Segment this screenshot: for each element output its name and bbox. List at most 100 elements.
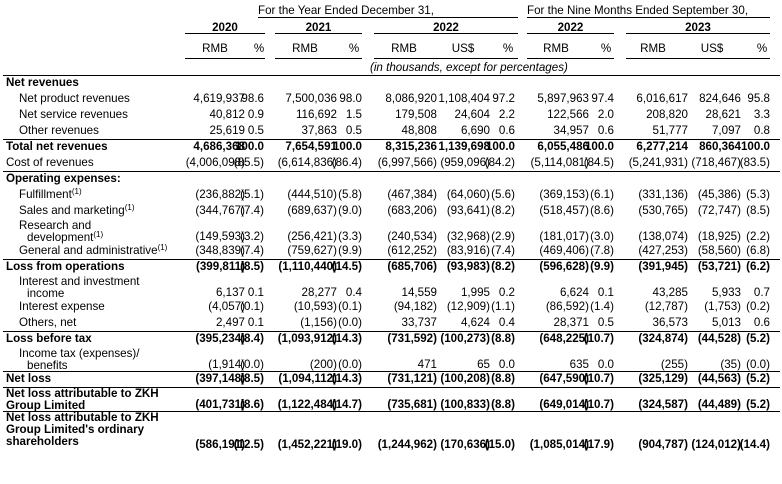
row-rule xyxy=(3,171,780,172)
table-cell: 208,820 xyxy=(646,108,688,121)
row-label-text: Other revenues xyxy=(19,124,99,137)
table-cell: (731,121) xyxy=(387,372,437,385)
row-label-line: General and administrative(1) xyxy=(19,244,167,258)
row-label: Loss from operations xyxy=(6,260,125,273)
row-label-text: Cost of revenues xyxy=(6,156,94,169)
row-label-text: Sales and marketing xyxy=(19,204,125,217)
table-cell: 40,812 xyxy=(209,108,245,121)
table-cell: 0.2 xyxy=(498,286,515,299)
table-cell: (759,627) xyxy=(287,244,337,257)
table-cell: (324,874) xyxy=(638,332,688,345)
header-year: 2022 xyxy=(433,21,459,34)
table-cell: (7.8) xyxy=(590,244,614,257)
row-label-line: shareholders xyxy=(6,436,159,448)
table-cell: (5.2) xyxy=(746,372,770,385)
table-cell: 6,277,214 xyxy=(636,140,688,153)
table-cell: (84.5) xyxy=(583,156,614,169)
row-label-text: Group Limited xyxy=(6,399,86,412)
row-label-line: Fulfillment(1) xyxy=(19,188,82,202)
row-label-text: Research and xyxy=(19,219,92,232)
row-label-text: Net loss attributable to ZKH xyxy=(6,387,159,400)
row-label: Total net revenues xyxy=(6,140,108,153)
table-cell: (586,191) xyxy=(195,438,245,451)
table-cell: (8.6) xyxy=(590,204,614,217)
table-cell: (9.0) xyxy=(338,204,362,217)
table-cell: 860,364 xyxy=(699,140,741,153)
table-cell: 0.9 xyxy=(247,108,264,121)
table-cell: 14,559 xyxy=(401,286,437,299)
table-cell: (9.9) xyxy=(338,244,362,257)
table-cell: 6,137 xyxy=(215,286,245,299)
table-cell: (0.0) xyxy=(240,358,264,371)
table-cell: (518,457) xyxy=(539,204,589,217)
table-cell: (5.8) xyxy=(338,188,362,201)
row-label-text: Net loss attributable to ZKH xyxy=(6,411,159,424)
header-year: 2021 xyxy=(305,21,332,34)
row-label-line: Interest and investment xyxy=(19,276,140,288)
table-cell: (0.0) xyxy=(338,358,362,371)
row-label-text: Net product revenues xyxy=(19,92,130,105)
row-label-line: Group Limited's ordinary xyxy=(6,424,159,436)
table-cell: (1,452,221) xyxy=(277,438,337,451)
table-cell: (86,592) xyxy=(545,300,589,313)
header-rule xyxy=(374,33,518,34)
row-label-text: benefits xyxy=(27,359,68,372)
row-label-line: Net loss attributable to ZKH xyxy=(6,412,159,424)
table-cell: (5.3) xyxy=(746,188,770,201)
table-cell: 7,654,591 xyxy=(285,140,337,153)
table-cell: (6.1) xyxy=(590,188,614,201)
header-year: 2020 xyxy=(212,21,238,34)
row-label-line: Group Limited xyxy=(6,400,159,412)
row-label-text: Net service revenues xyxy=(19,108,128,121)
table-cell: (444,510) xyxy=(287,188,337,201)
row-label-line: Net loss attributable to ZKH xyxy=(6,388,159,400)
table-cell: 48,808 xyxy=(401,124,437,137)
row-label-line: Net loss xyxy=(6,372,51,385)
table-cell: (648,225) xyxy=(539,332,589,345)
table-cell: 0.5 xyxy=(345,124,362,137)
table-cell: 2.2 xyxy=(498,108,515,121)
table-cell: 100.0 xyxy=(234,140,264,153)
table-cell: 8,315,236 xyxy=(385,140,437,153)
table-cell: (8.4) xyxy=(240,332,264,345)
table-cell: (58,560) xyxy=(697,244,741,257)
table-cell: 1,995 xyxy=(460,286,490,299)
header-period-nine: For the Nine Months Ended September 30, xyxy=(527,4,749,17)
table-cell: 98.6 xyxy=(241,92,264,105)
table-cell: (10.7) xyxy=(583,372,614,385)
header-rule xyxy=(626,58,770,59)
table-cell: (5.2) xyxy=(746,332,770,345)
table-cell: (7.4) xyxy=(240,204,264,217)
table-cell: (124,012) xyxy=(691,438,741,451)
table-cell: (1,122,484) xyxy=(277,398,337,411)
header-note: (in thousands, except for percentages) xyxy=(370,61,568,74)
row-label: Loss before tax xyxy=(6,332,92,345)
row-label-text: Others, net xyxy=(19,316,77,329)
header-rule xyxy=(185,33,265,34)
table-cell: (45,386) xyxy=(697,188,741,201)
table-cell: (100,208) xyxy=(440,372,490,385)
header-rule xyxy=(527,33,614,34)
table-cell: (427,253) xyxy=(638,244,688,257)
table-cell: (8.5) xyxy=(240,372,264,385)
table-cell: 33,737 xyxy=(401,316,437,329)
header-unit: RMB xyxy=(543,42,569,55)
table-cell: 3.3 xyxy=(753,108,770,121)
table-cell: 24,604 xyxy=(454,108,490,121)
row-label-text: development xyxy=(27,231,94,244)
table-cell: 1,139,698 xyxy=(438,140,490,153)
table-cell: (1,110,440) xyxy=(278,260,337,273)
table-cell: (83.5) xyxy=(739,156,770,169)
header-rule xyxy=(275,58,362,59)
table-cell: (718,467) xyxy=(691,156,741,169)
table-cell: (8.8) xyxy=(491,372,515,385)
table-cell: (6.2) xyxy=(746,260,770,273)
row-label-text: shareholders xyxy=(6,435,79,448)
row-label-line: Income tax (expenses)/ xyxy=(19,348,140,360)
table-cell: 0.8 xyxy=(753,124,770,137)
table-cell: 7,097 xyxy=(711,124,741,137)
table-cell: (83,916) xyxy=(446,244,490,257)
table-cell: 97.2 xyxy=(492,92,515,105)
row-label: Net loss attributable to ZKH Group Limite… xyxy=(6,412,159,448)
row-label: Interest and investment income xyxy=(19,276,140,300)
